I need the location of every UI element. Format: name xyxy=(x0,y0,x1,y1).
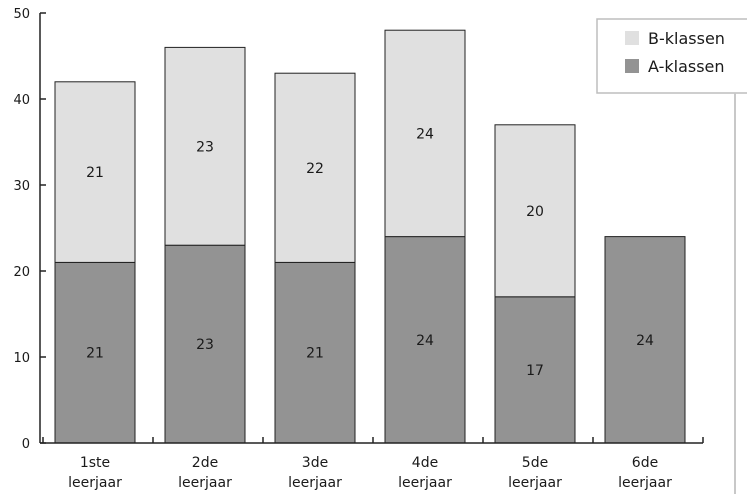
x-category-label: leerjaar xyxy=(398,475,452,491)
axes-layer: 0 10 20 30 40 50 1ste leerjaar 2de leerjaar 3de lee… xyxy=(13,7,704,491)
data-label-b-5: 20 xyxy=(526,204,544,220)
data-label-a-5: 17 xyxy=(526,363,544,379)
data-label-b-4: 24 xyxy=(416,126,434,142)
bar-b-5 xyxy=(494,124,576,298)
data-label-a-6: 24 xyxy=(636,333,654,349)
y-tick-label: 50 xyxy=(13,7,30,22)
x-category-label: 5de xyxy=(522,455,548,471)
legend-label-b-klassen: B-klassen xyxy=(648,29,725,48)
bar-b-1 xyxy=(54,81,136,263)
y-tick-label: 0 xyxy=(22,437,30,452)
x-category-label: 1ste xyxy=(80,455,110,471)
legend-swatch-b-klassen xyxy=(625,31,639,45)
data-label-a-1: 21 xyxy=(86,346,104,362)
x-category-label: 2de xyxy=(192,455,218,471)
bar-a-6 xyxy=(604,236,686,444)
legend-label-a-klassen: A-klassen xyxy=(648,57,725,76)
data-label-b-2: 23 xyxy=(196,139,214,155)
data-label-a-4: 24 xyxy=(416,333,434,349)
data-label-a-3: 21 xyxy=(306,346,324,362)
data-label-a-2: 23 xyxy=(196,337,214,353)
y-tick-label: 30 xyxy=(13,179,30,194)
data-labels-layer: 21 21 23 23 21 22 24 24 17 20 24 xyxy=(86,126,654,379)
bar-b-3 xyxy=(274,72,356,263)
y-tick-label: 20 xyxy=(13,265,30,280)
x-category-label: leerjaar xyxy=(288,475,342,491)
legend: B-klassen A-klassen xyxy=(596,18,747,494)
data-label-b-3: 22 xyxy=(306,161,324,177)
bar-a-1 xyxy=(54,261,136,444)
bar-b-2 xyxy=(164,46,246,246)
legend-swatch-a-klassen xyxy=(625,59,639,73)
x-category-label: leerjaar xyxy=(618,475,672,491)
y-tick-label: 40 xyxy=(13,93,30,108)
x-category-label: leerjaar xyxy=(178,475,232,491)
x-category-label: leerjaar xyxy=(68,475,122,491)
bar-a-3 xyxy=(274,261,356,444)
x-category-label: 6de xyxy=(632,455,658,471)
data-label-b-1: 21 xyxy=(86,165,104,181)
y-tick-label: 10 xyxy=(13,351,30,366)
x-category-label: 3de xyxy=(302,455,328,471)
legend-box xyxy=(596,18,747,94)
x-category-label: 4de xyxy=(412,455,438,471)
bar-b-4 xyxy=(384,29,466,238)
bars-layer xyxy=(54,29,686,444)
x-category-label: leerjaar xyxy=(508,475,562,491)
